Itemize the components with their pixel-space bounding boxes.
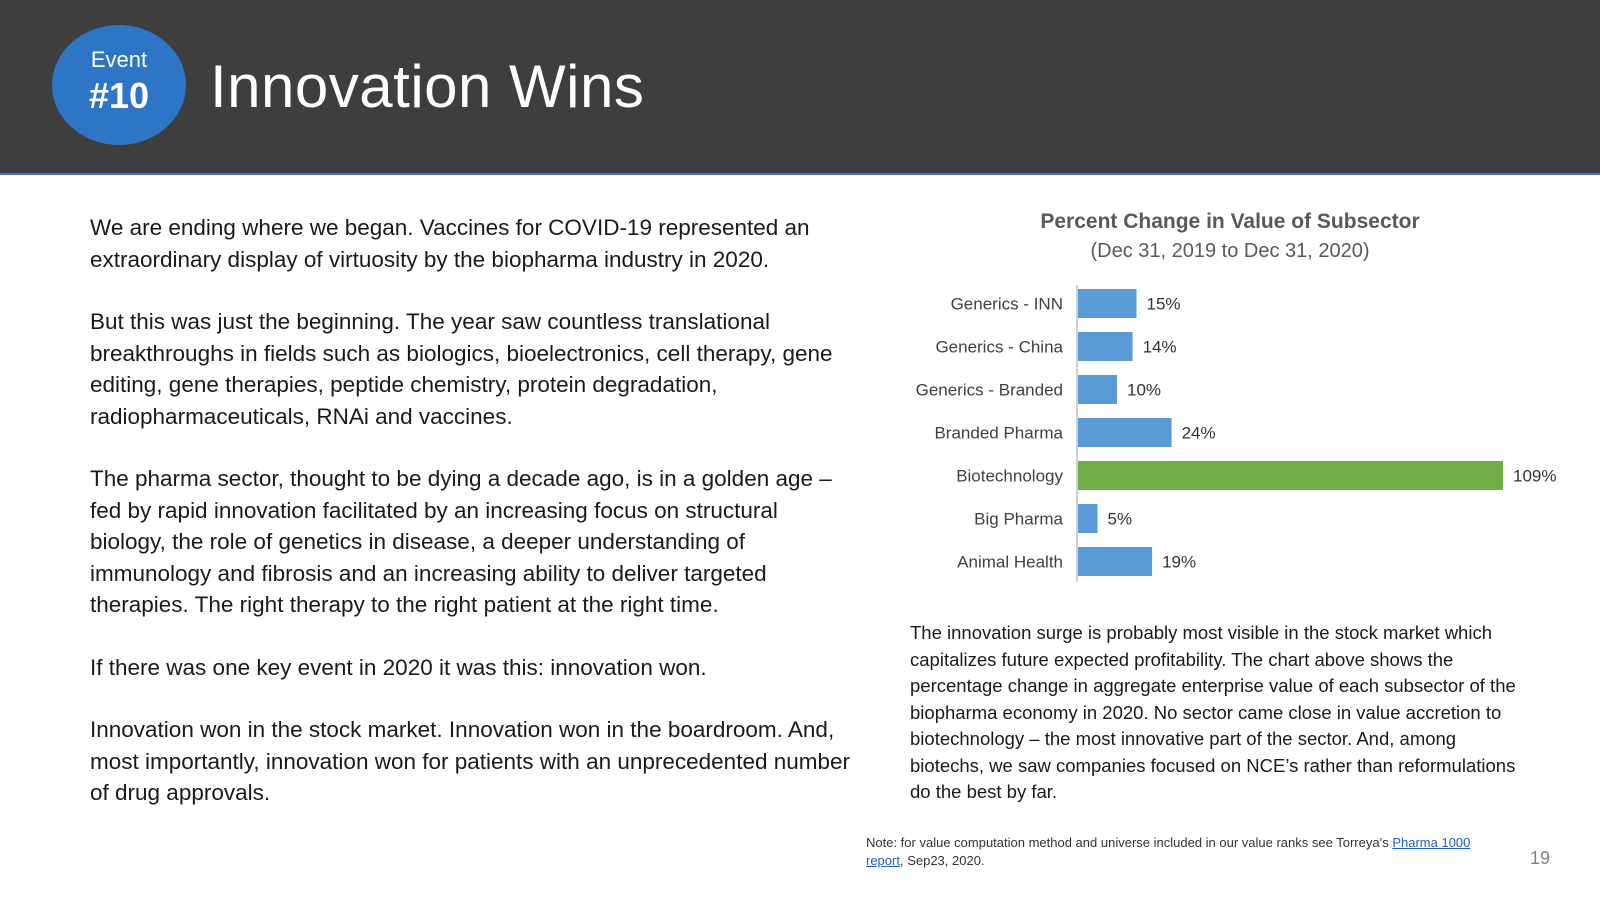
category-label: Branded Pharma bbox=[934, 424, 1063, 443]
category-label: Biotechnology bbox=[956, 467, 1063, 486]
category-label: Generics - China bbox=[935, 338, 1063, 357]
category-label: Big Pharma bbox=[974, 510, 1063, 529]
bar-generics-china bbox=[1078, 332, 1133, 361]
page-title: Innovation Wins bbox=[210, 53, 645, 120]
event-badge-number: #10 bbox=[88, 75, 150, 116]
event-badge-label: Event bbox=[90, 47, 148, 72]
body-paragraph: If there was one key event in 2020 it wa… bbox=[90, 654, 707, 680]
pharma-1000-report-link[interactable]: Pharma 1000 report bbox=[866, 835, 1471, 868]
bar-animal-health bbox=[1078, 547, 1153, 576]
bar-value-label: 15% bbox=[1146, 295, 1180, 314]
body-paragraph: But this was just the beginning. The yea… bbox=[90, 309, 833, 429]
subsector-bar-chart: Generics - INN 15% Generics - China 14% Gene… bbox=[916, 285, 1556, 582]
bar-value-label: 19% bbox=[1162, 553, 1196, 572]
bar-value-label: 5% bbox=[1107, 510, 1132, 529]
event-badge: Event #10 bbox=[52, 25, 186, 145]
body-text: We are ending where we began. Vaccines f… bbox=[90, 212, 850, 840]
bar-biotechnology bbox=[1078, 461, 1503, 490]
category-label: Animal Health bbox=[957, 553, 1063, 572]
header-bar: Event #10 Innovation Wins bbox=[0, 0, 1600, 175]
page-number: 19 bbox=[1530, 848, 1551, 868]
chart-title: Percent Change in Value of Subsector bbox=[1040, 210, 1420, 233]
footnote-suffix: , Sep23, 2020. bbox=[899, 853, 985, 868]
footnote-prefix: Note: for value computation method and u… bbox=[866, 835, 1393, 850]
bar-value-label: 24% bbox=[1182, 424, 1216, 443]
body-paragraph: Innovation won in the stock market. Inno… bbox=[90, 717, 851, 805]
chart-caption: The innovation surge is probably most vi… bbox=[910, 622, 1516, 802]
bar-value-label: 10% bbox=[1127, 381, 1161, 400]
bar-generics-branded bbox=[1078, 375, 1117, 404]
body-paragraph: The pharma sector, thought to be dying a… bbox=[90, 466, 832, 617]
body-paragraph: We are ending where we began. Vaccines f… bbox=[90, 215, 810, 272]
category-label: Generics - Branded bbox=[916, 381, 1063, 400]
bar-big-pharma bbox=[1078, 504, 1098, 533]
footnote: Note: for value computation method and u… bbox=[866, 834, 1506, 870]
chart-subtitle: (Dec 31, 2019 to Dec 31, 2020) bbox=[1090, 240, 1370, 262]
category-label: Generics - INN bbox=[951, 295, 1063, 314]
bar-value-label: 109% bbox=[1513, 467, 1556, 486]
bar-value-label: 14% bbox=[1143, 338, 1177, 357]
bar-generics-inn bbox=[1078, 289, 1137, 318]
bar-branded-pharma bbox=[1078, 418, 1172, 447]
